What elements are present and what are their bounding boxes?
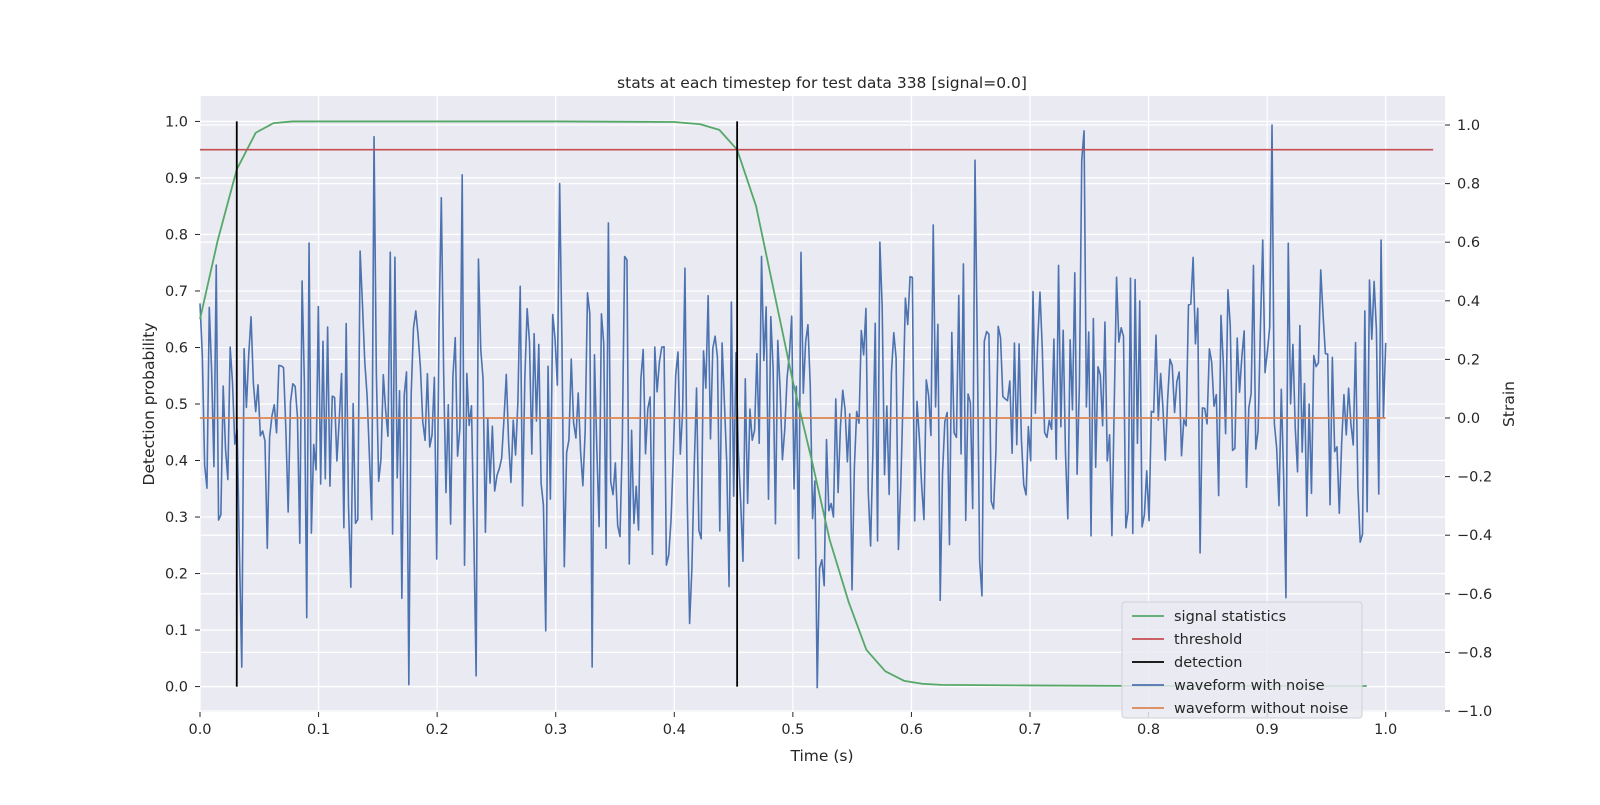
y-right-tick-label: −0.4 bbox=[1457, 528, 1492, 544]
y-tick-label: 0.9 bbox=[165, 171, 188, 187]
axes: 0.0 0.1 0.2 0.3 0.4 0.5 0.6 0.7 0.8 0.9 1.0 0.0 0.1 0… bbox=[165, 114, 1492, 738]
y-tick-label: 0.4 bbox=[165, 454, 188, 470]
y-tick-label: 1.0 bbox=[165, 114, 188, 130]
x-tick-label: 0.0 bbox=[188, 722, 211, 738]
x-tick-label: 0.8 bbox=[1137, 722, 1160, 738]
y-right-tick-label: 0.4 bbox=[1457, 294, 1480, 310]
plot-series bbox=[199, 120, 1434, 689]
y-tick-label: 0.1 bbox=[165, 623, 188, 639]
y-axis-label: Detection probability bbox=[140, 323, 158, 486]
x-tick-label: 0.5 bbox=[781, 722, 804, 738]
y-right-tick-label: −0.8 bbox=[1457, 645, 1492, 661]
x-tick-label: 0.2 bbox=[426, 722, 449, 738]
y-right-tick-label: 0.6 bbox=[1457, 235, 1480, 251]
x-tick-label: 0.7 bbox=[1018, 722, 1041, 738]
y-axis-label-right: Strain bbox=[1500, 381, 1518, 427]
waveform-with-noise-line bbox=[199, 124, 1387, 689]
y-tick-label: 0.5 bbox=[165, 397, 188, 413]
legend-label: threshold bbox=[1174, 632, 1242, 648]
x-tick-label: 0.6 bbox=[900, 722, 923, 738]
y-tick-label: 0.0 bbox=[165, 680, 188, 696]
x-tick-label: 1.0 bbox=[1374, 722, 1397, 738]
y-right-tick-label: −0.6 bbox=[1457, 587, 1492, 603]
x-axis-label: Time (s) bbox=[789, 747, 853, 765]
x-tick-label: 0.1 bbox=[307, 722, 330, 738]
legend-label: waveform without noise bbox=[1174, 701, 1348, 717]
legend: signal statistics threshold detection wavef… bbox=[1121, 601, 1363, 719]
x-tick-label: 0.9 bbox=[1256, 722, 1279, 738]
y-right-tick-label: 1.0 bbox=[1457, 118, 1480, 134]
y-right-tick-label: −0.2 bbox=[1457, 470, 1492, 486]
y-right-tick-label: 0.2 bbox=[1457, 352, 1480, 368]
y-tick-label: 0.8 bbox=[165, 227, 188, 243]
y-right-tick-label: −1.0 bbox=[1457, 704, 1492, 720]
y-tick-label: 0.3 bbox=[165, 510, 188, 526]
y-tick-label: 0.7 bbox=[165, 284, 188, 300]
x-tick-label: 0.4 bbox=[663, 722, 686, 738]
legend-box bbox=[1121, 601, 1363, 719]
x-tick-label: 0.3 bbox=[544, 722, 567, 738]
y-right-tick-label: 0.8 bbox=[1457, 177, 1480, 193]
y-tick-label: 0.6 bbox=[165, 340, 188, 356]
signal-statistics-line bbox=[199, 120, 1367, 687]
legend-label: detection bbox=[1174, 655, 1242, 671]
legend-label: waveform with noise bbox=[1174, 678, 1325, 694]
y-tick-label: 0.2 bbox=[165, 567, 188, 583]
legend-label: signal statistics bbox=[1174, 609, 1286, 625]
chart-title: stats at each timestep for test data 338… bbox=[617, 74, 1027, 92]
y-right-tick-label: 0.0 bbox=[1457, 411, 1480, 427]
